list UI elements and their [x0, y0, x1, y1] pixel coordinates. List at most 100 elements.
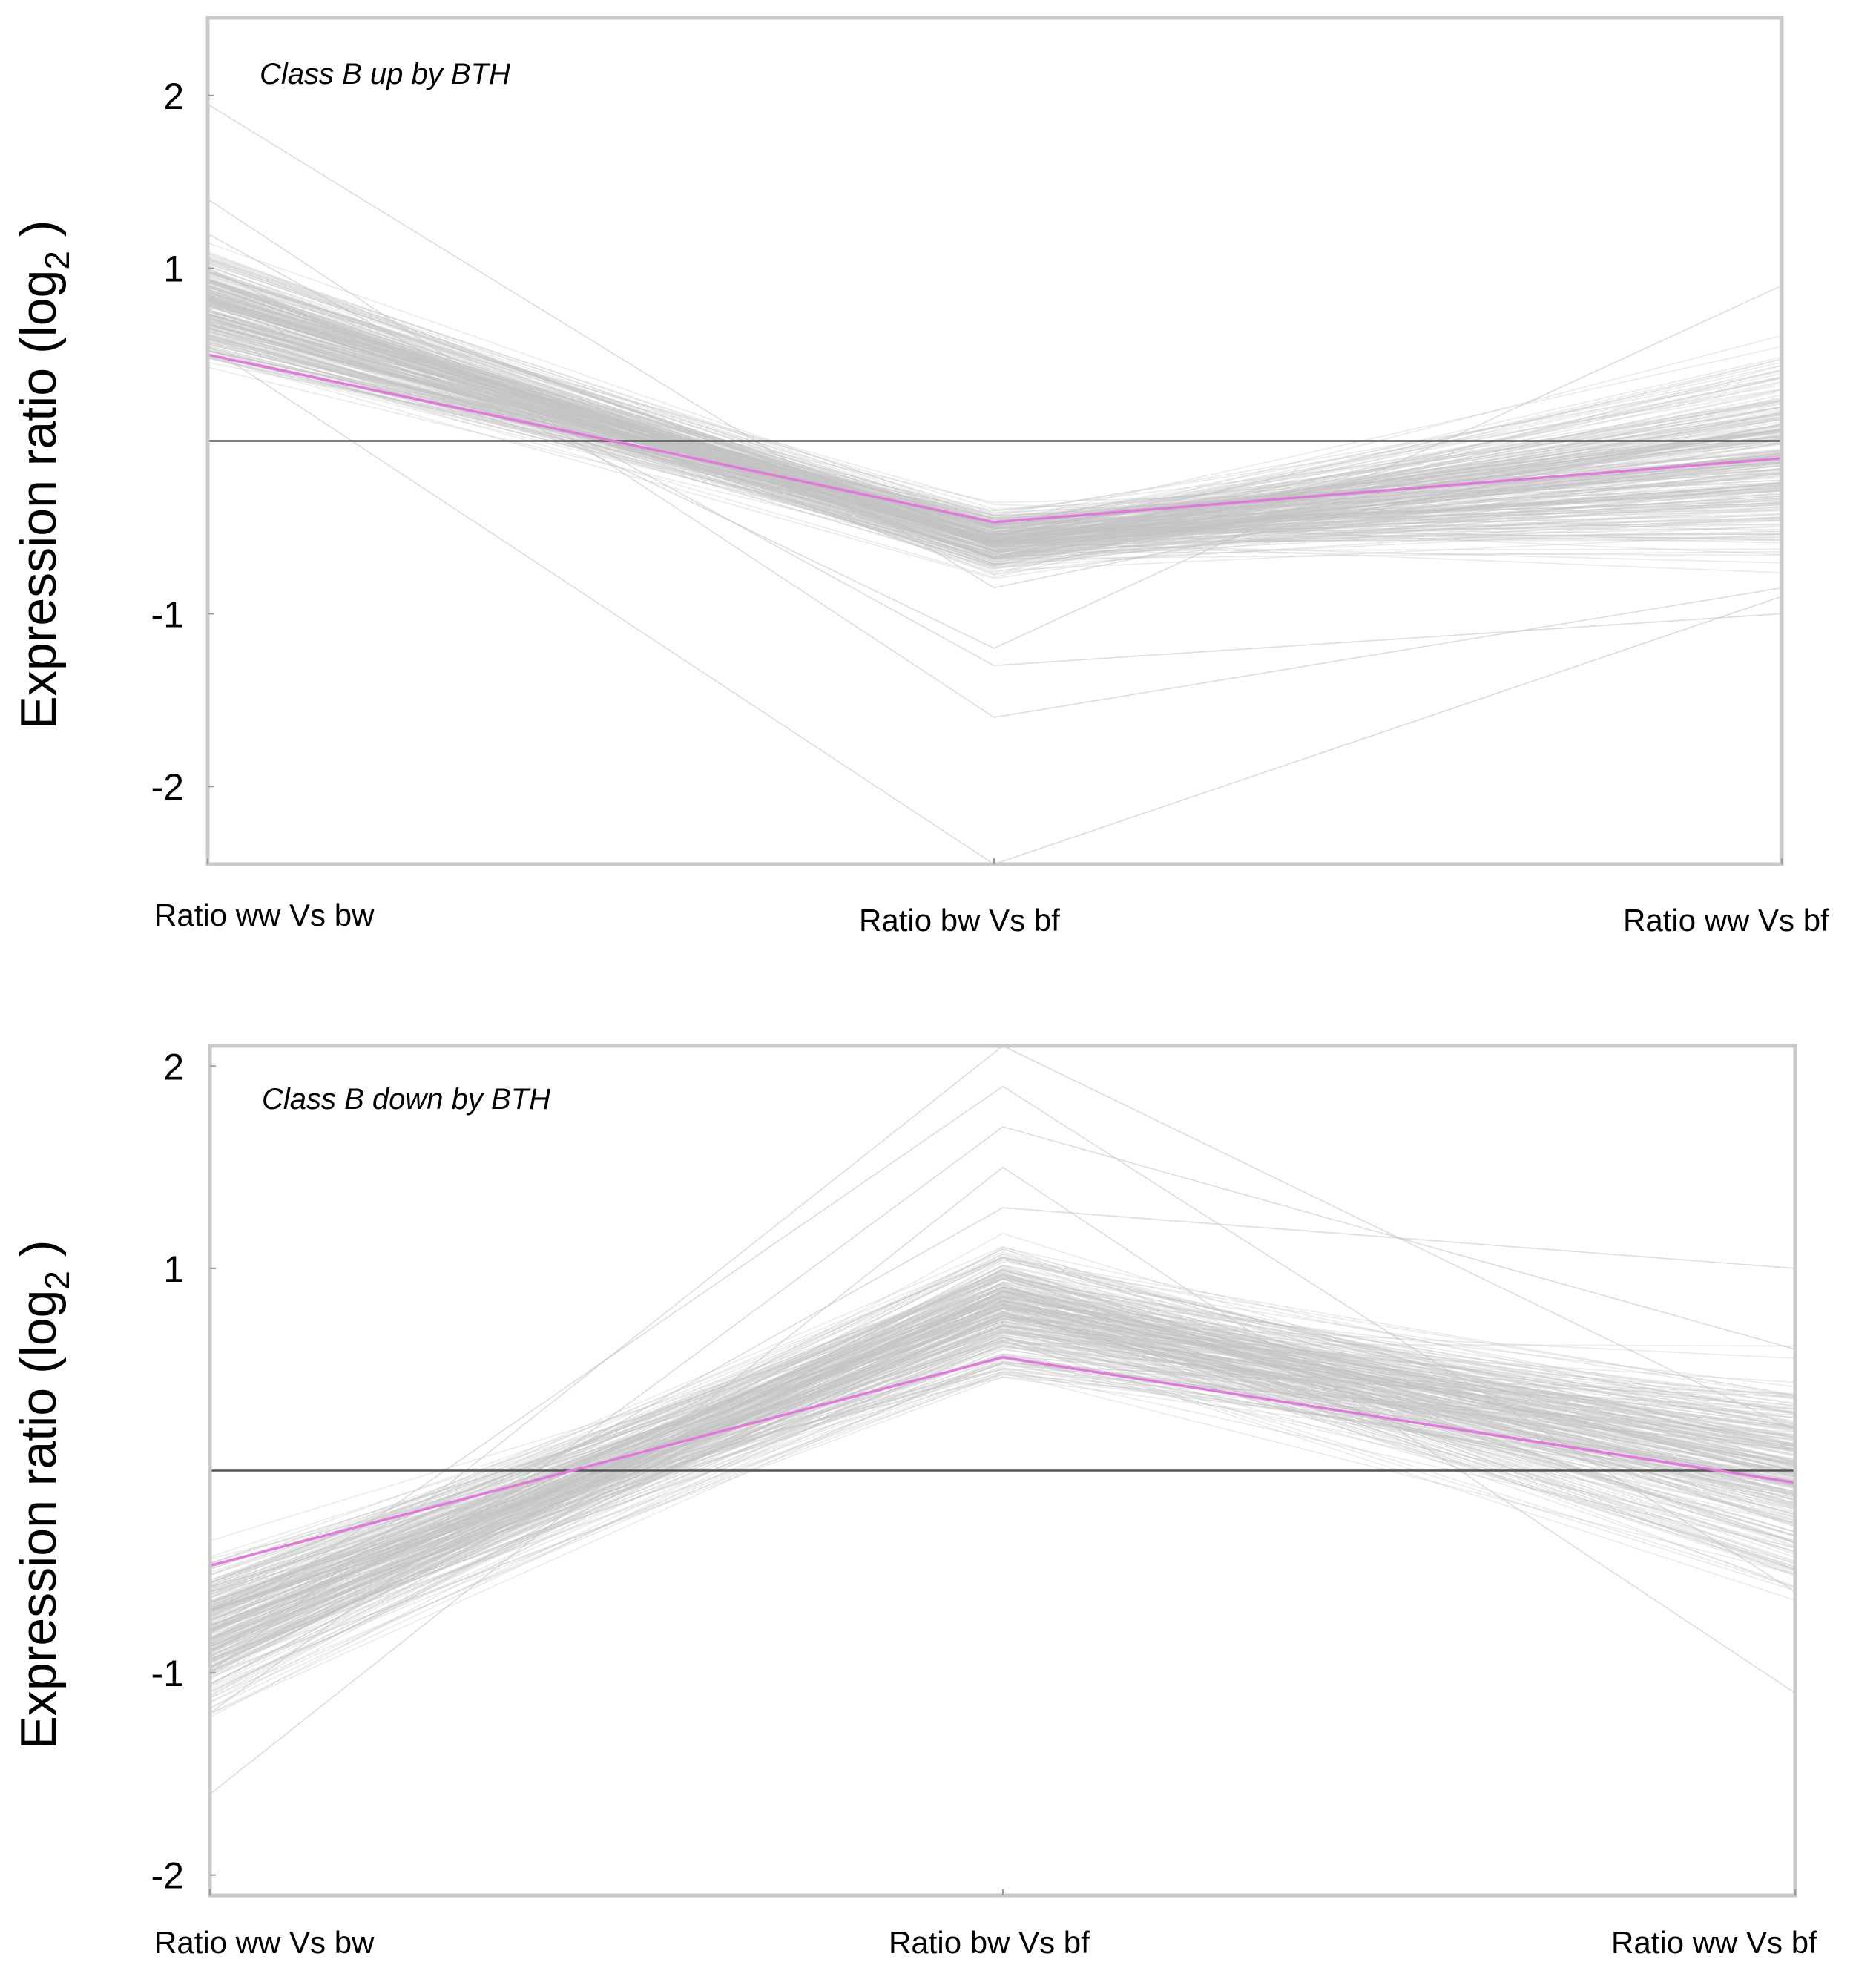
gene-profile-line — [209, 1312, 1796, 1693]
gene-profile-line — [207, 343, 1783, 516]
gene-profile-line — [207, 306, 1783, 546]
gene-profile-line — [209, 1300, 1796, 1632]
gene-profile-line — [207, 294, 1783, 547]
gene-profile-line — [207, 291, 1783, 542]
gene-profile-line — [209, 1310, 1796, 1643]
gene-profile-line — [207, 289, 1783, 553]
gene-profile-line — [207, 343, 1783, 536]
gene-profile-line — [209, 1300, 1796, 1604]
gene-profile-line — [209, 1370, 1796, 1647]
gene-profile-line — [209, 1344, 1796, 1636]
gene-profile-line — [207, 269, 1783, 543]
gene-profile-line — [207, 317, 1783, 541]
gene-profile-line — [207, 297, 1783, 542]
gene-profile-line — [209, 1265, 1796, 1686]
gene-profile-line — [209, 1296, 1796, 1639]
gene-profile-line — [207, 317, 1783, 557]
gene-profile-line — [207, 298, 1783, 541]
gene-profile-line — [207, 331, 1783, 512]
gene-profile-line — [209, 1314, 1796, 1667]
gene-profile-line — [207, 281, 1783, 540]
gene-profile-line — [209, 1276, 1796, 1633]
gene-profile-line — [207, 356, 1783, 550]
gene-profile-lines — [209, 1045, 1796, 1795]
gene-profile-line — [207, 280, 1783, 559]
gene-profile-line — [207, 338, 1783, 535]
gene-profile-line — [207, 263, 1783, 534]
gene-profile-line — [209, 1306, 1796, 1664]
gene-profile-line — [207, 286, 1783, 545]
gene-profile-line — [209, 1302, 1796, 1623]
gene-profile-line — [209, 1277, 1796, 1593]
gene-profile-line — [209, 1307, 1796, 1668]
gene-profile-line — [209, 1300, 1796, 1662]
gene-profile-line — [207, 320, 1783, 519]
gene-profile-line — [207, 336, 1783, 533]
gene-profile-line — [207, 320, 1783, 541]
gene-profile-line — [209, 1329, 1796, 1639]
gene-profile-line — [207, 335, 1783, 545]
gene-profile-line — [207, 291, 1783, 559]
gene-profile-line — [209, 1257, 1796, 1584]
gene-profile-line — [209, 1332, 1796, 1626]
gene-profile-line — [209, 1294, 1796, 1641]
gene-profile-line — [207, 328, 1783, 519]
gene-profile-line — [207, 283, 1783, 543]
gene-profile-line — [207, 261, 1783, 539]
gene-profile-line — [209, 1297, 1796, 1584]
y-tick-label: 2 — [163, 1046, 184, 1087]
gene-profile-line — [209, 1337, 1796, 1602]
gene-profile-line — [209, 1297, 1796, 1619]
gene-profile-line — [209, 1339, 1796, 1646]
gene-profile-line — [207, 277, 1783, 571]
gene-profile-line — [207, 285, 1783, 549]
gene-profile-line — [207, 300, 1783, 552]
gene-profile-line — [207, 358, 1783, 533]
gene-profile-line — [209, 1311, 1796, 1641]
gene-profile-line — [207, 293, 1783, 551]
gene-profile-line — [207, 343, 1783, 539]
gene-profile-line — [209, 1320, 1796, 1615]
gene-profile-line — [209, 1300, 1796, 1661]
gene-profile-outlier — [209, 1126, 1796, 1714]
gene-profile-line — [209, 1308, 1796, 1645]
gene-profile-line — [209, 1345, 1796, 1642]
gene-profile-line — [209, 1312, 1796, 1673]
gene-profile-line — [207, 327, 1783, 558]
gene-profile-line — [207, 265, 1783, 565]
gene-profile-line — [209, 1328, 1796, 1627]
gene-profile-line — [209, 1355, 1796, 1620]
gene-profile-line — [207, 350, 1783, 521]
gene-profile-line — [207, 338, 1783, 562]
gene-profile-line — [207, 278, 1783, 551]
gene-profile-line — [209, 1246, 1796, 1679]
gene-profile-line — [209, 1291, 1796, 1664]
gene-profile-line — [207, 271, 1783, 547]
gene-profile-line — [207, 291, 1783, 545]
gene-profile-line — [207, 295, 1783, 534]
gene-profile-line — [209, 1277, 1796, 1648]
chart-panel-class-b-down: 2 1 -1 -2 Ratio ww Vs bw Ratio bw Vs bf Ratio … — [0, 1027, 1853, 1988]
gene-profile-line — [209, 1334, 1796, 1612]
gene-profile-line — [209, 1306, 1796, 1668]
gene-profile-line — [209, 1271, 1796, 1596]
gene-profile-line — [209, 1353, 1796, 1626]
gene-profile-line — [209, 1291, 1796, 1627]
gene-profile-line — [209, 1355, 1796, 1657]
gene-profile-line — [207, 263, 1783, 528]
gene-profile-line — [209, 1291, 1796, 1685]
gene-profile-line — [207, 349, 1783, 526]
gene-profile-line — [207, 302, 1783, 544]
gene-profile-line — [207, 330, 1783, 527]
gene-profile-line — [209, 1365, 1796, 1653]
y-axis-label: Expression ratio (log2 ) — [10, 220, 76, 730]
gene-profile-line — [207, 305, 1783, 562]
gene-profile-line — [209, 1328, 1796, 1616]
gene-profile-line — [209, 1281, 1796, 1704]
gene-profile-line — [209, 1312, 1796, 1564]
gene-profile-line — [207, 323, 1783, 543]
gene-profile-line — [209, 1286, 1796, 1645]
gene-profile-line — [207, 299, 1783, 530]
gene-profile-line — [209, 1363, 1796, 1603]
gene-profile-line — [209, 1299, 1796, 1602]
